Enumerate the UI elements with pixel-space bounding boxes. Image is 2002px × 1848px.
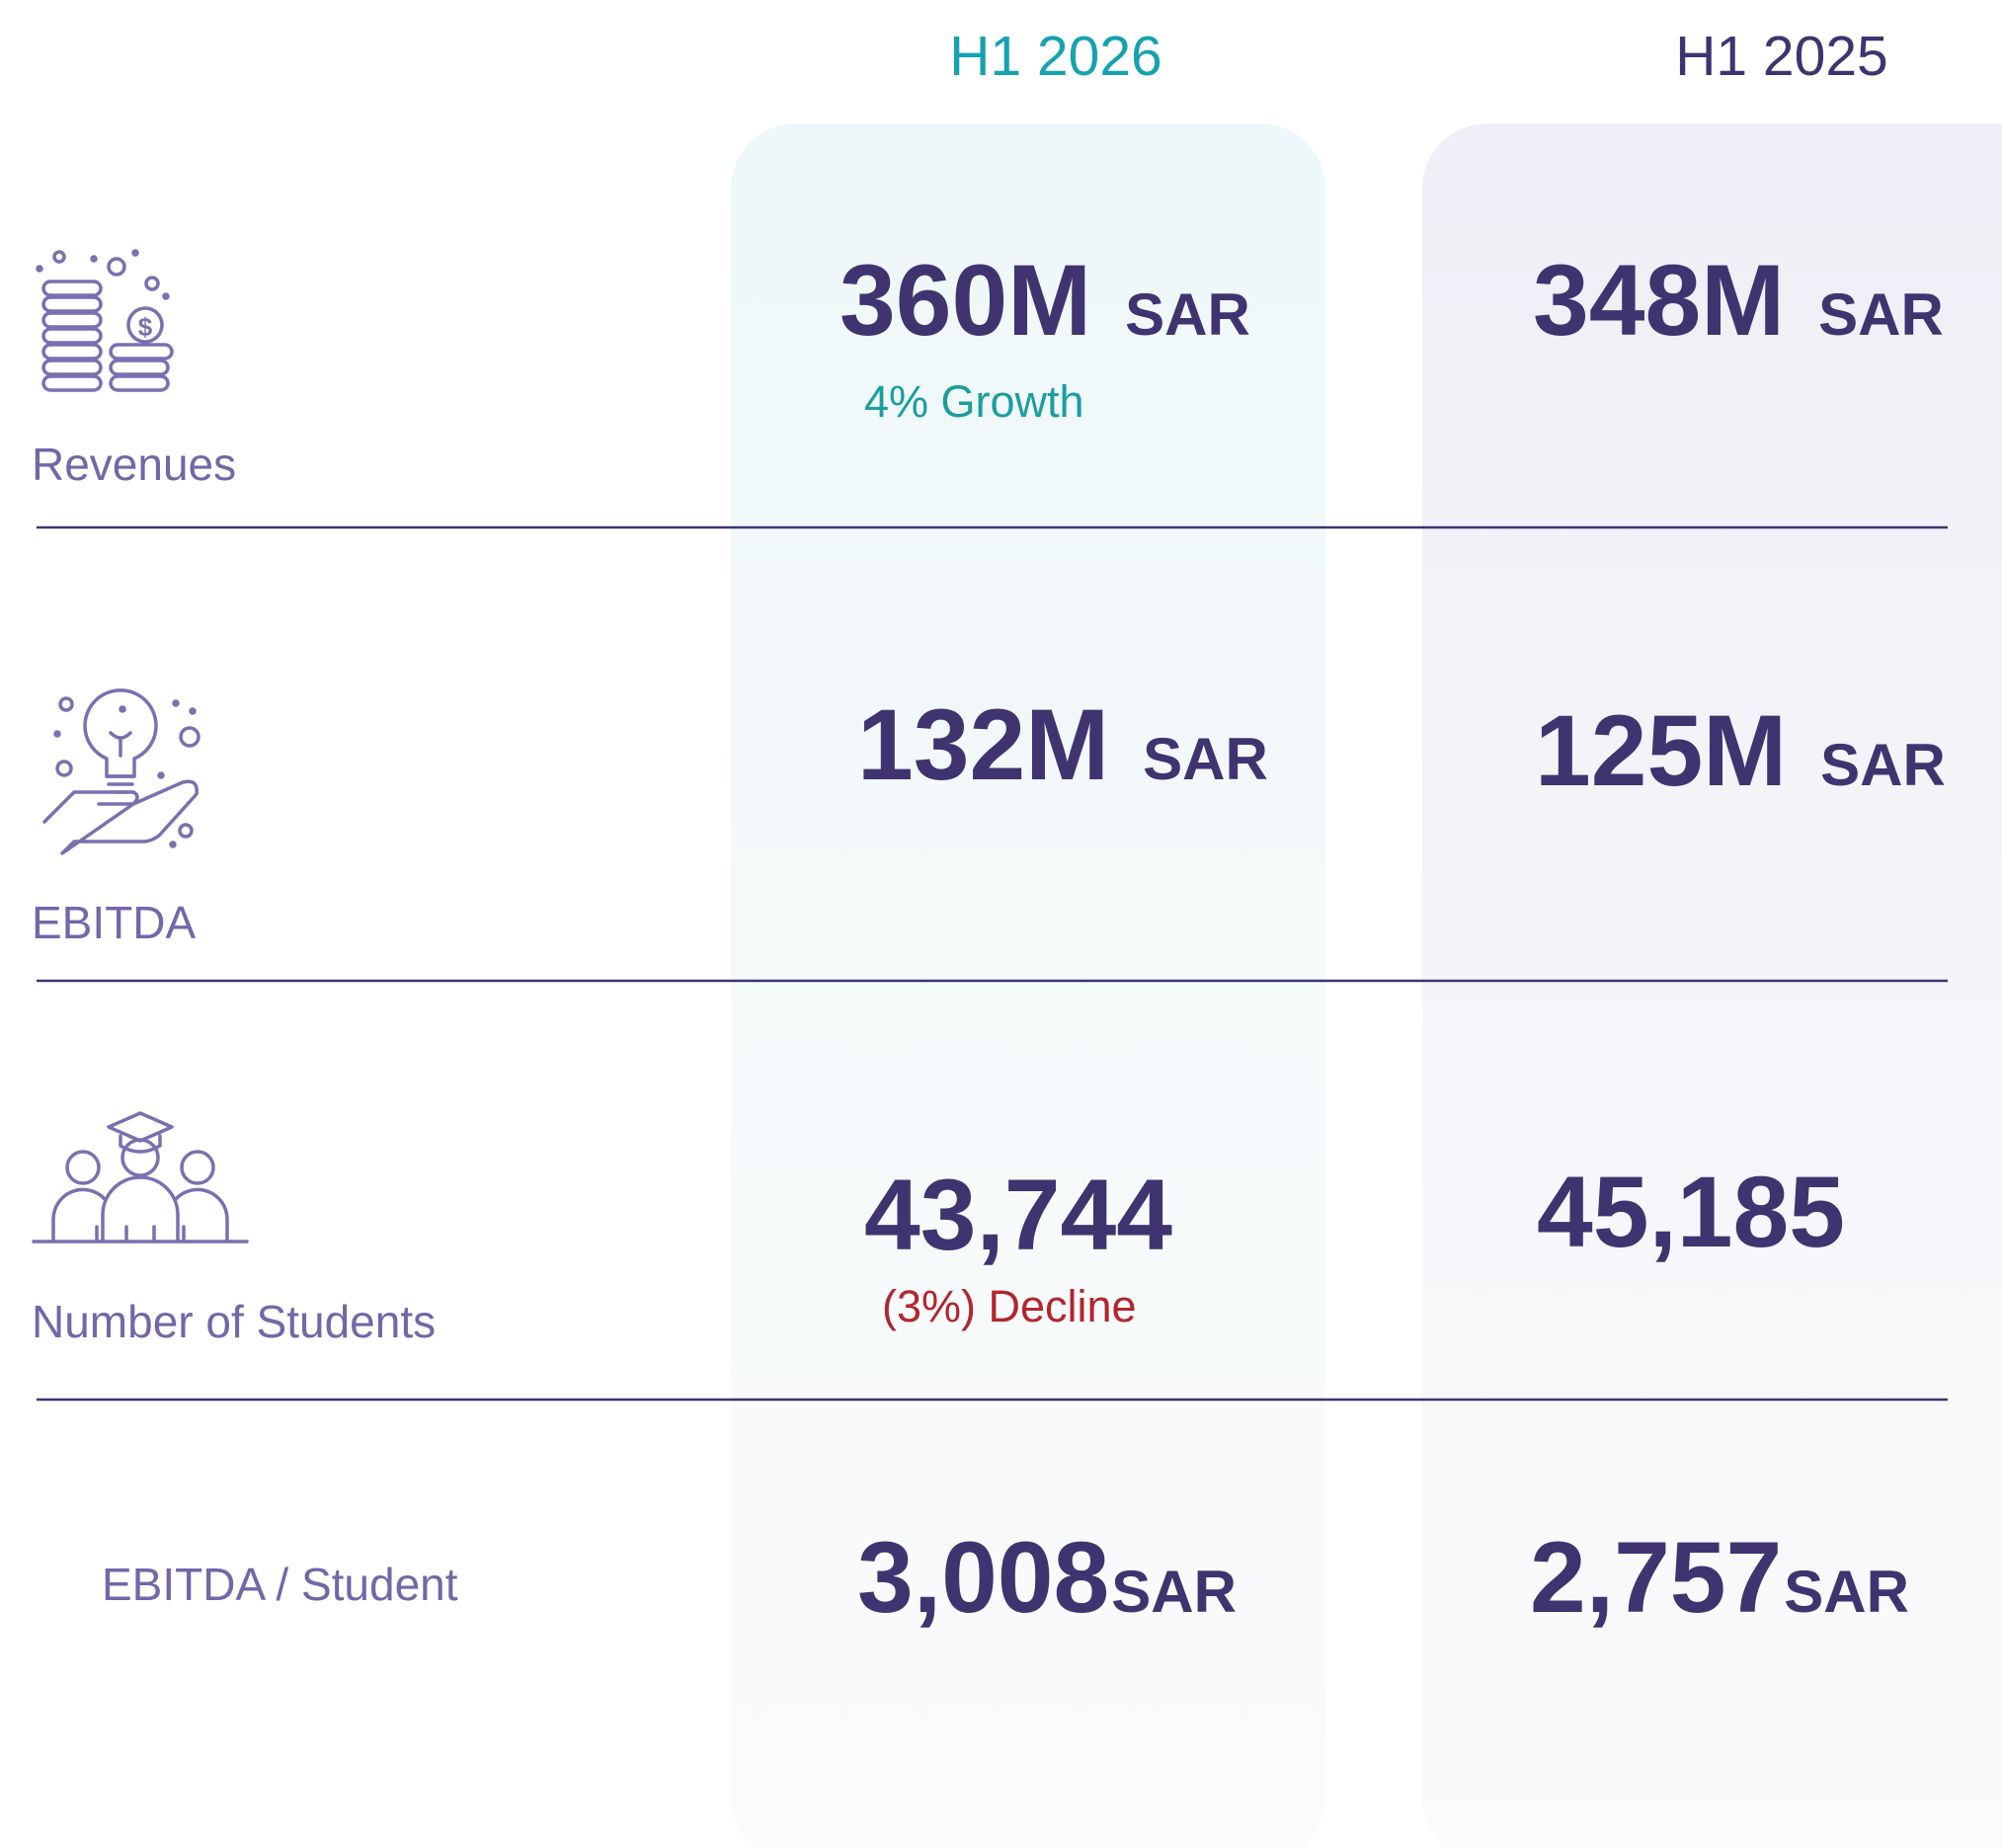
previous-value-group: 2,757SAR — [1530, 1521, 1909, 1634]
previous-value-group: 125M SAR — [1535, 694, 1946, 807]
previous-unit: SAR — [1820, 732, 1946, 798]
current-unit: SAR — [1111, 1559, 1237, 1625]
previous-unit: SAR — [1818, 281, 1944, 348]
previous-value: 125M — [1535, 694, 1787, 807]
current-value: 3,008 — [857, 1521, 1109, 1634]
current-column-panel — [731, 123, 1325, 1848]
previous-value-group: 348M SAR — [1533, 244, 1944, 357]
current-value-group: 3,008SAR — [857, 1521, 1237, 1634]
previous-unit: SAR — [1784, 1559, 1909, 1625]
change-note: (3%) Decline — [882, 1281, 1137, 1331]
previous-period-header: H1 2025 — [1675, 25, 1888, 88]
current-value-group: 360M SAR — [840, 244, 1250, 357]
ebitda-icon — [42, 688, 200, 855]
row-label: Number of Students — [32, 1296, 436, 1347]
rows: Revenues 360M SAR 348M SAR 4% Growth EBITDA 132… — [32, 244, 1946, 1634]
row-label: EBITDA / Student — [102, 1559, 458, 1610]
row-label: EBITDA — [32, 897, 196, 948]
change-note: 4% Growth — [864, 376, 1084, 427]
current-value-group: 132M SAR — [857, 688, 1268, 801]
current-value-group: 43,744 — [864, 1159, 1172, 1271]
current-period-header: H1 2026 — [949, 25, 1162, 88]
current-value: 43,744 — [864, 1159, 1172, 1271]
current-value: 360M — [840, 244, 1091, 357]
current-unit: SAR — [1125, 281, 1250, 348]
previous-column-panel — [1422, 123, 2002, 1848]
current-value: 132M — [857, 688, 1109, 801]
students-icon — [32, 1111, 249, 1244]
previous-value-group: 45,185 — [1537, 1156, 1845, 1268]
previous-value: 45,185 — [1537, 1156, 1845, 1268]
previous-value: 2,757 — [1530, 1521, 1782, 1634]
previous-value: 348M — [1533, 244, 1785, 357]
current-unit: SAR — [1143, 726, 1268, 792]
revenue-icon: $ — [36, 249, 174, 392]
row-label: Revenues — [32, 439, 236, 490]
svg-text:$: $ — [138, 312, 153, 342]
